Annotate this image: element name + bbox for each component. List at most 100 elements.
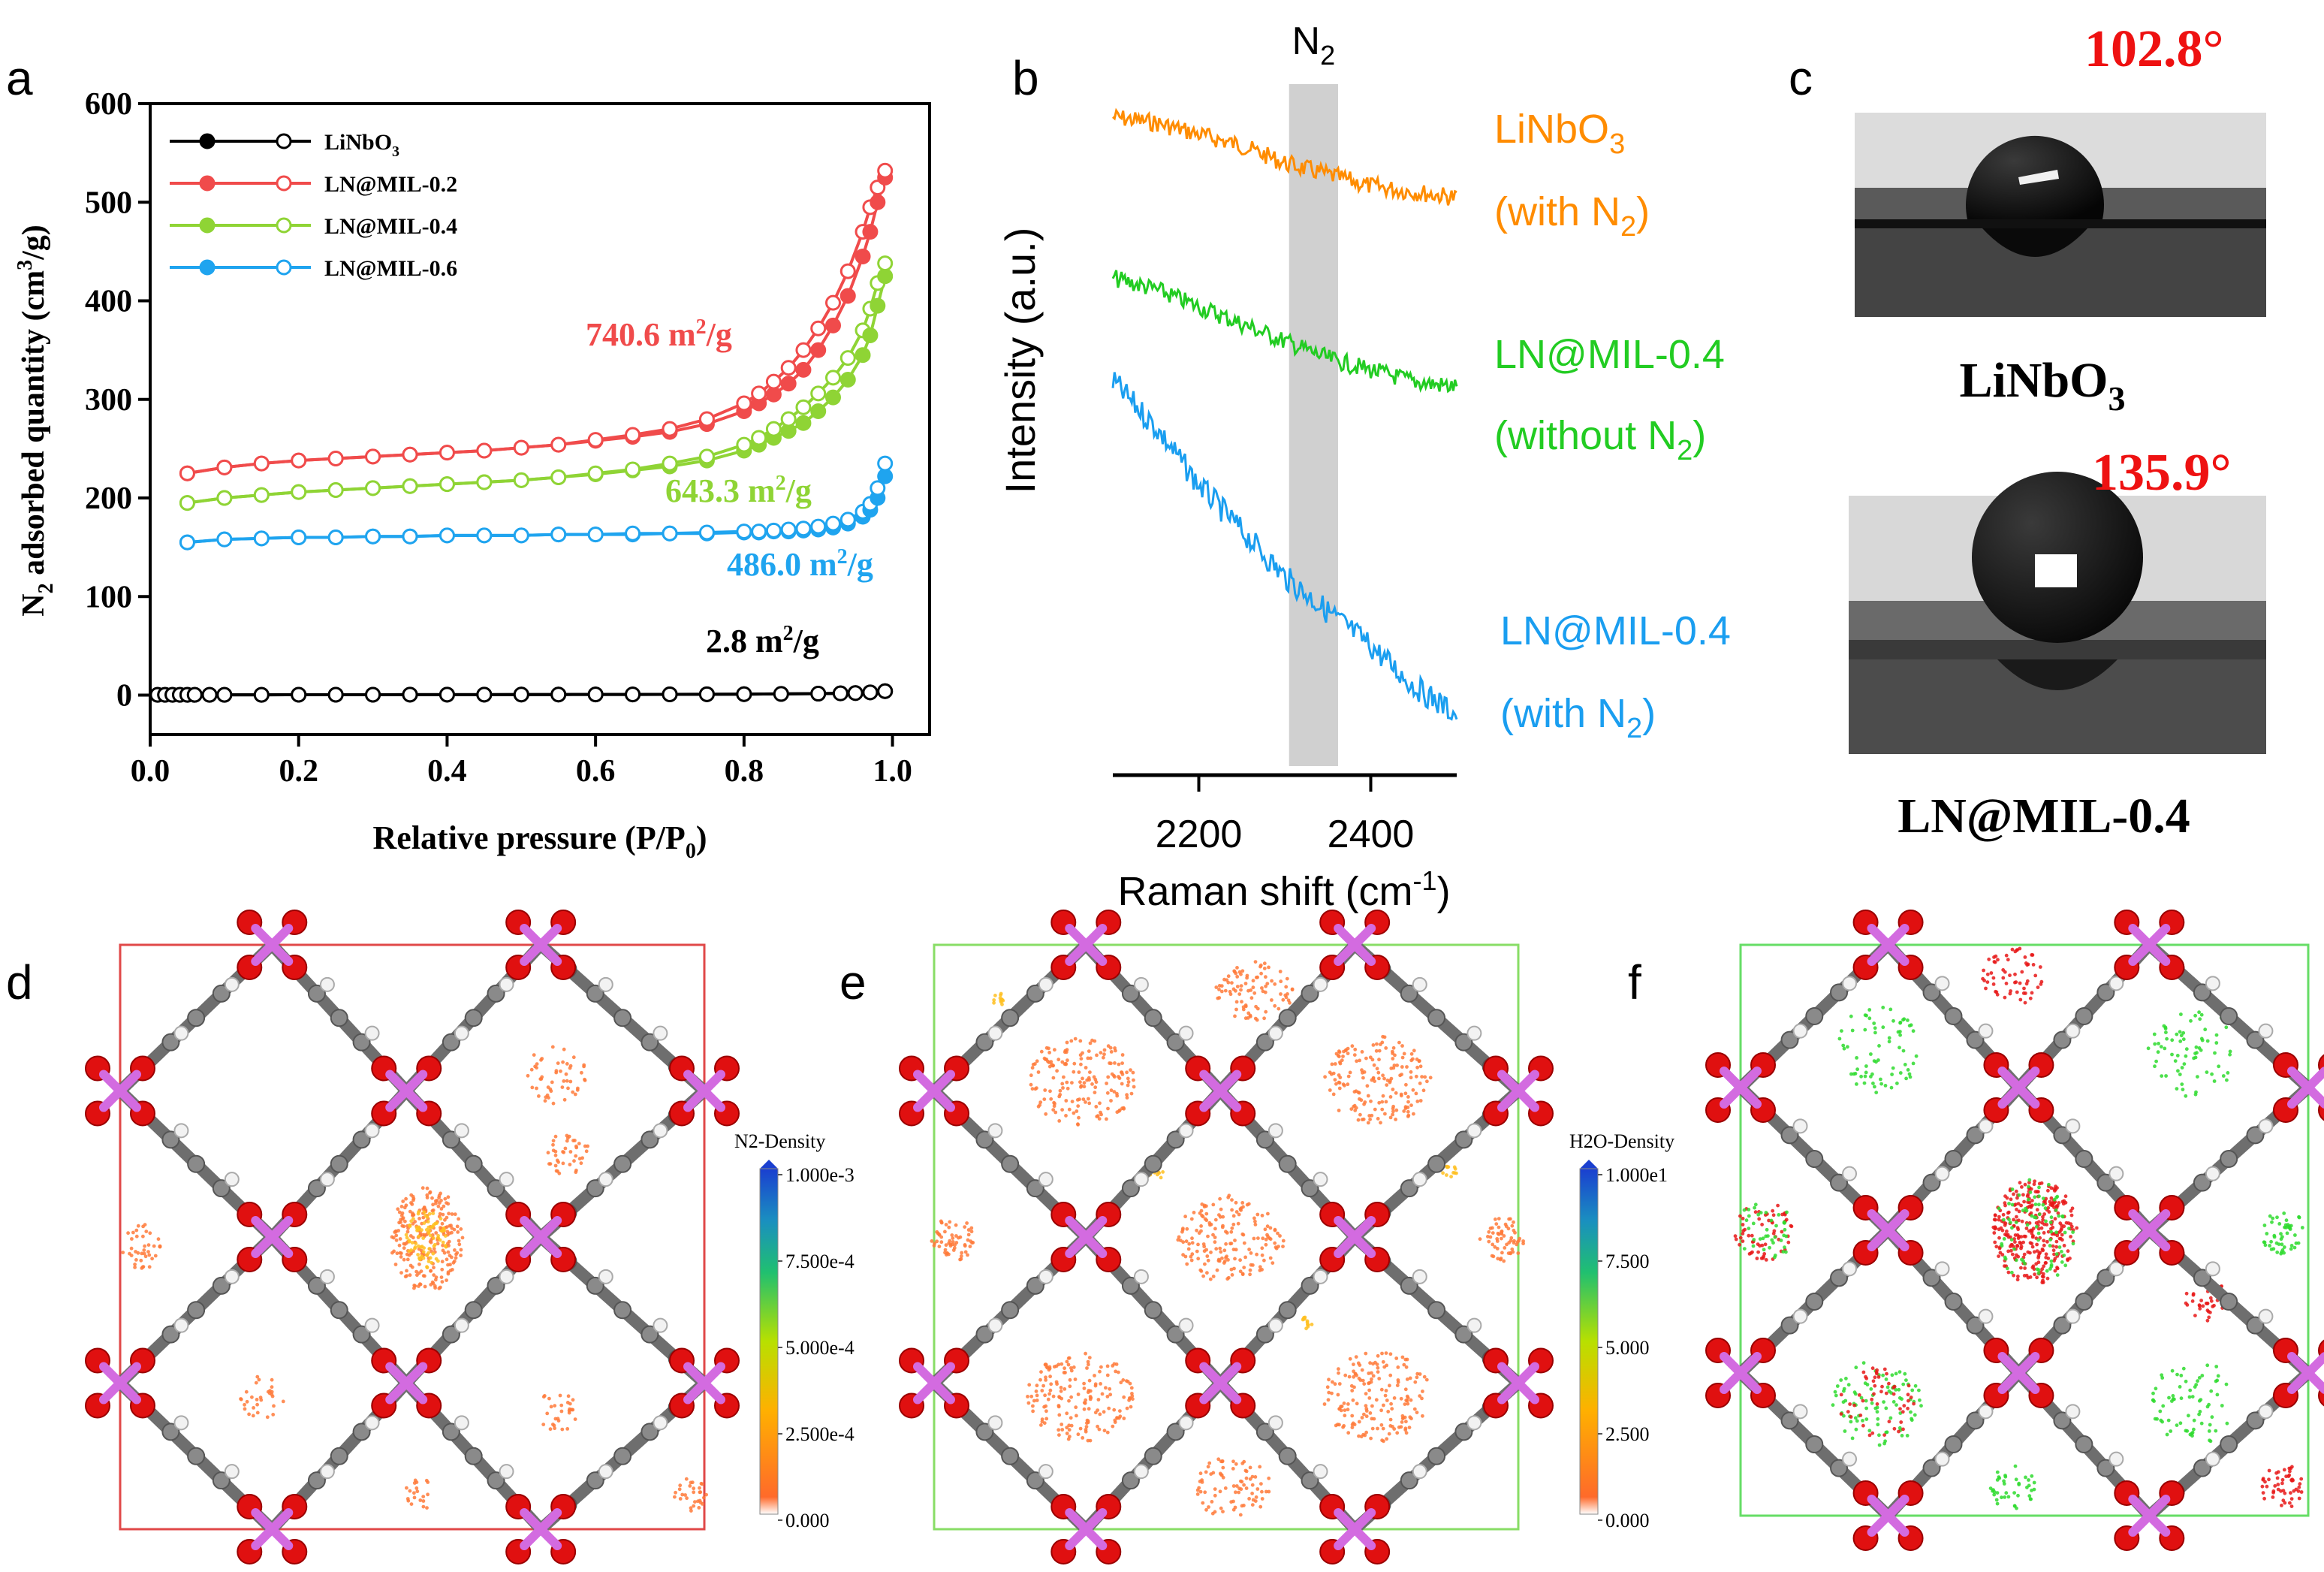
carbon-atom-icon — [2096, 1269, 2115, 1287]
density-point — [2212, 1079, 2217, 1083]
density-point — [2170, 1368, 2175, 1373]
density-point — [1833, 1389, 1837, 1394]
carbon-atom-icon — [187, 1301, 206, 1320]
colorbar-tick-label: 2.500e-4 — [785, 1423, 855, 1445]
carbon-atom-icon — [2246, 1411, 2265, 1430]
density-point — [412, 1284, 417, 1287]
density-point — [689, 1480, 693, 1485]
hydrogen-atom-icon — [987, 1025, 1003, 1041]
density-point — [1075, 1414, 1078, 1418]
density-point — [2040, 1281, 2045, 1284]
density-point — [1337, 1371, 1340, 1375]
density-point — [457, 1239, 461, 1243]
density-point — [1516, 1251, 1521, 1255]
density-point — [1026, 1401, 1031, 1405]
density-point — [443, 1196, 448, 1201]
density-point — [1400, 1073, 1403, 1076]
legend-marker-desorption — [276, 217, 292, 234]
desorption-point — [402, 528, 418, 545]
density-point — [1898, 1071, 1903, 1075]
density-point — [1065, 1426, 1069, 1430]
density-point — [1907, 1024, 1912, 1027]
density-point — [427, 1225, 431, 1230]
density-point — [566, 1086, 570, 1091]
density-point — [1231, 1484, 1236, 1488]
density-point — [1376, 1365, 1380, 1370]
density-point — [1876, 1058, 1880, 1062]
carbon-atom-icon — [442, 1130, 460, 1149]
density-point — [1248, 1272, 1252, 1277]
desorption-point — [439, 686, 455, 703]
density-point — [434, 1257, 439, 1261]
density-point — [1221, 1224, 1225, 1228]
density-point — [394, 1238, 399, 1242]
density-point — [1087, 1049, 1091, 1053]
density-point — [693, 1500, 697, 1504]
carbon-atom-icon — [307, 1276, 326, 1295]
density-point — [1982, 979, 1987, 982]
density-point — [561, 1150, 565, 1154]
density-point — [1899, 1420, 1904, 1424]
density-point — [2054, 1208, 2058, 1212]
density-point — [2057, 1214, 2061, 1218]
density-point — [418, 1282, 423, 1287]
density-point — [2004, 953, 2009, 958]
density-point — [1352, 1369, 1355, 1374]
density-point — [562, 1047, 566, 1052]
density-point — [1069, 1423, 1074, 1428]
density-point — [1381, 1094, 1385, 1098]
density-point — [2287, 1473, 2292, 1477]
density-point — [1842, 1389, 1846, 1393]
desorption-point — [587, 465, 604, 481]
density-point — [1367, 1388, 1371, 1392]
density-point — [1234, 1484, 1239, 1488]
density-point — [1884, 1391, 1888, 1395]
density-point — [1220, 1459, 1225, 1464]
density-point — [1454, 1171, 1458, 1175]
density-point — [1066, 1362, 1071, 1367]
density-point — [674, 1490, 677, 1495]
desorption-point — [736, 686, 752, 702]
density-point — [2015, 990, 2019, 994]
density-point — [1081, 1097, 1086, 1101]
desorption-point — [662, 455, 678, 472]
density-point — [1099, 1051, 1103, 1055]
hydrogen-atom-icon — [1267, 1415, 1283, 1431]
density-point — [1105, 1430, 1110, 1435]
density-point — [1072, 1365, 1076, 1369]
x-tick-label-a: 0.6 — [576, 754, 616, 789]
metal-node-icon — [1199, 1362, 1242, 1405]
density-point — [1418, 1394, 1422, 1398]
density-point — [546, 1085, 550, 1089]
metal-node-icon — [1334, 1216, 1376, 1258]
desorption-point — [216, 531, 233, 548]
desorption-point — [839, 263, 856, 279]
hydrogen-atom-icon — [1466, 1415, 1482, 1431]
carbon-atom-icon — [442, 1033, 460, 1052]
density-point — [2006, 1249, 2011, 1254]
density-point — [1066, 1356, 1071, 1360]
carbon-atom-icon — [1427, 1154, 1446, 1173]
density-point — [1131, 1070, 1135, 1075]
density-point — [1052, 1104, 1057, 1109]
density-point — [1069, 1368, 1074, 1373]
density-point — [2297, 1496, 2301, 1501]
density-point — [2030, 1245, 2035, 1249]
density-point — [1747, 1233, 1751, 1238]
density-point — [1105, 1373, 1110, 1377]
density-point — [1510, 1247, 1515, 1251]
density-point — [1336, 1392, 1340, 1397]
density-point — [1904, 1076, 1909, 1081]
metal-node-icon — [1867, 924, 1910, 966]
density-point — [2003, 1203, 2007, 1208]
density-point — [1192, 1211, 1196, 1214]
density-point — [423, 1284, 427, 1289]
legend-marker-adsorption — [199, 217, 216, 234]
density-point — [1500, 1236, 1503, 1241]
density-point — [1198, 1480, 1202, 1483]
density-point — [1322, 1402, 1327, 1406]
density-point — [1035, 1393, 1039, 1398]
density-point — [565, 1062, 569, 1066]
density-point — [1231, 1459, 1235, 1464]
